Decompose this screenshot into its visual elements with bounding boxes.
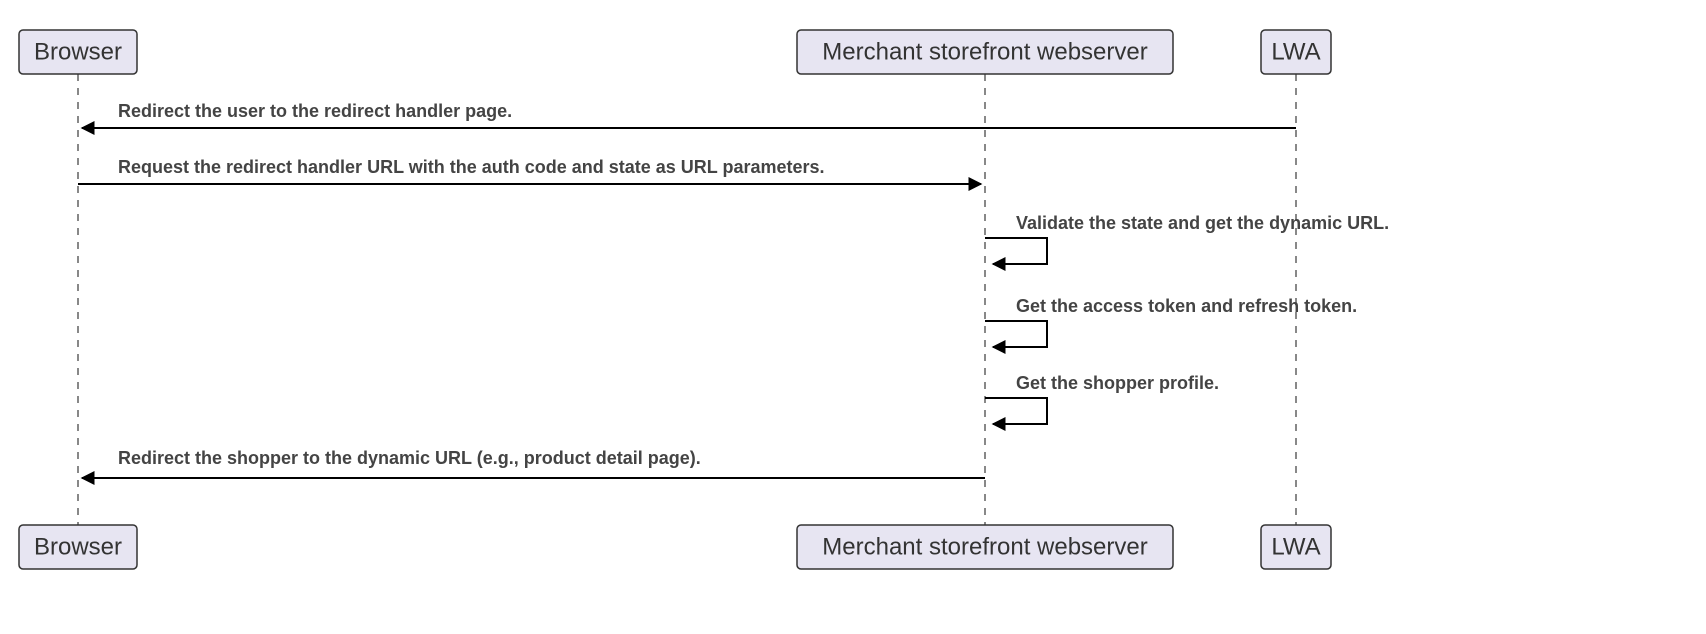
sequence-diagram: Browser Merchant storefront webserver LWA B…: [0, 0, 1706, 634]
sequence-diagram-svg: Browser Merchant storefront webserver LWA B…: [0, 0, 1706, 634]
self-message-label: Get the shopper profile.: [1016, 373, 1219, 393]
self-message-label: Validate the state and get the dynamic U…: [1016, 213, 1389, 233]
participant-label-browser-top: Browser: [34, 39, 122, 66]
participant-label-merchant-bottom: Merchant storefront webserver: [822, 534, 1147, 561]
message-label: Request the redirect handler URL with th…: [118, 157, 825, 177]
message-label: Redirect the shopper to the dynamic URL …: [118, 448, 701, 468]
participant-label-lwa-bottom: LWA: [1271, 534, 1320, 561]
participant-label-merchant-top: Merchant storefront webserver: [822, 39, 1147, 66]
participant-label-browser-bottom: Browser: [34, 534, 122, 561]
participant-label-lwa-top: LWA: [1271, 39, 1320, 66]
self-message-label: Get the access token and refresh token.: [1016, 296, 1357, 316]
message-label: Redirect the user to the redirect handle…: [118, 101, 512, 121]
